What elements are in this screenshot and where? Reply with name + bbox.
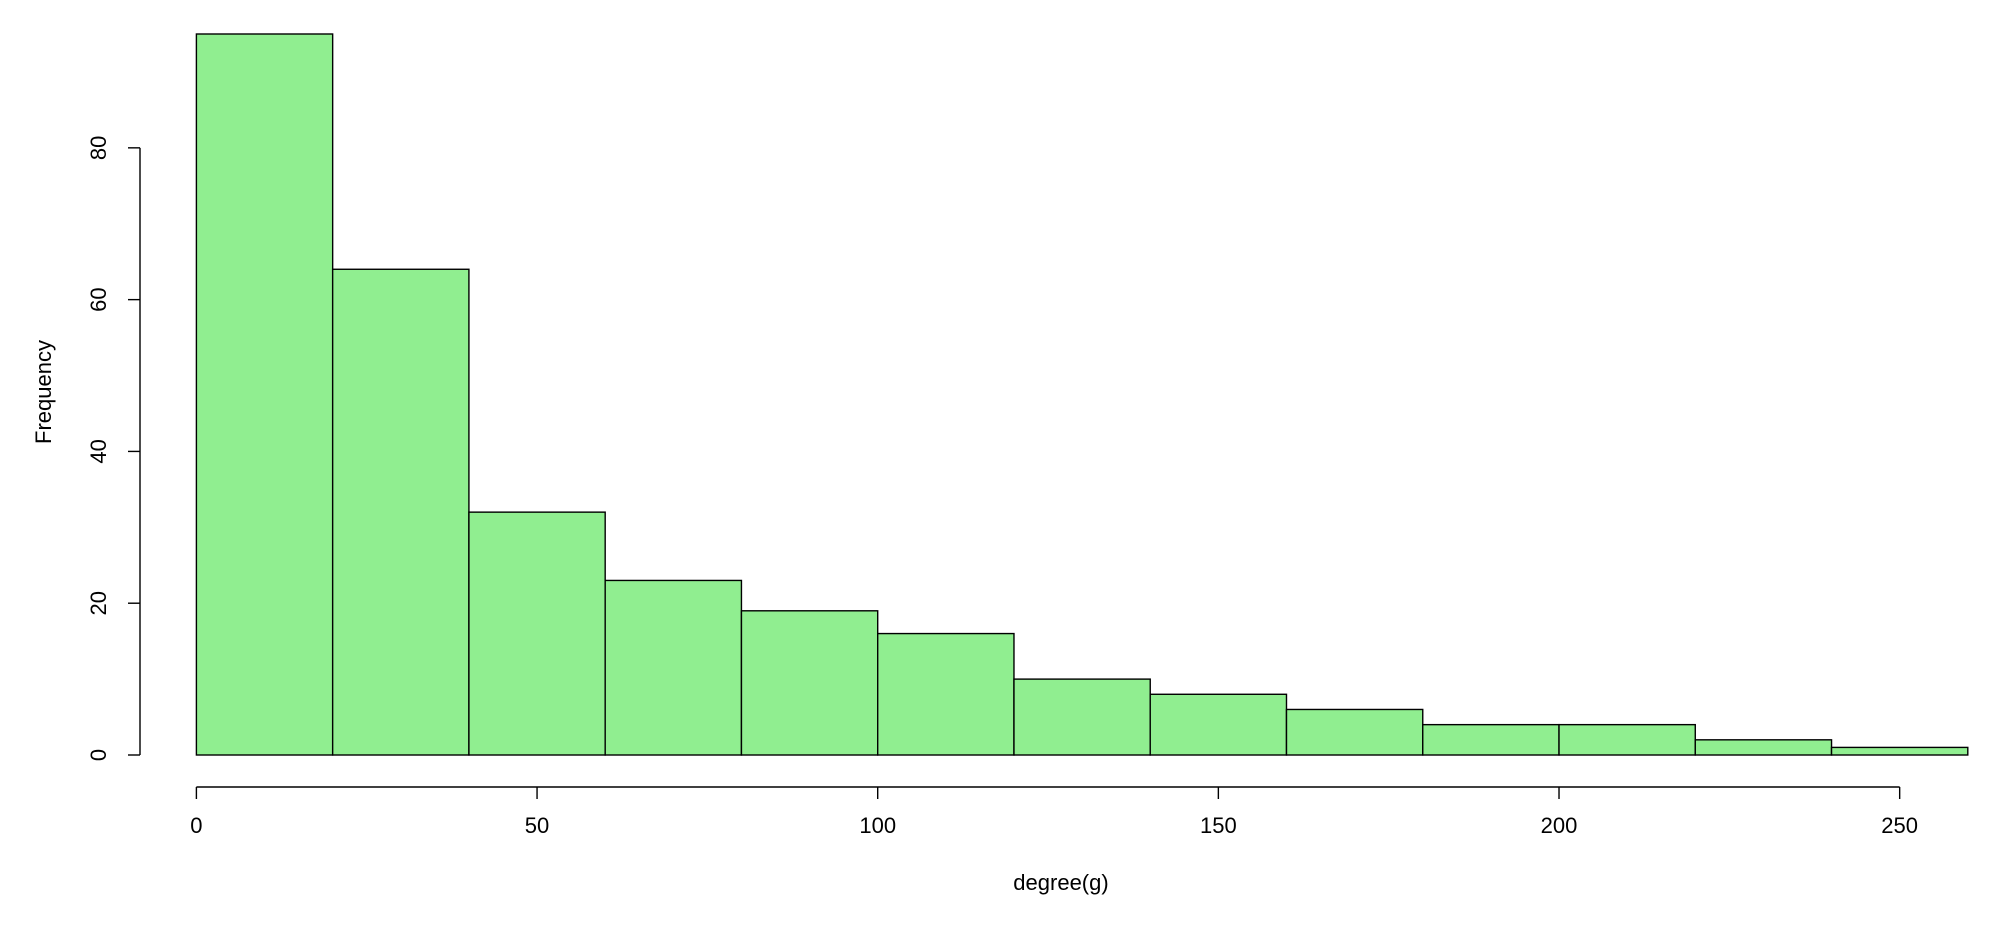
x-tick-label: 0	[190, 813, 202, 838]
y-tick-label: 60	[86, 287, 111, 311]
bar	[195, 33, 334, 756]
bar	[1558, 723, 1696, 756]
x-tick-label: 250	[1881, 813, 1918, 838]
y-tick-label: 20	[86, 591, 111, 615]
x-tick-label: 150	[1200, 813, 1237, 838]
bar	[468, 511, 606, 756]
bar	[1694, 739, 1833, 756]
bar	[877, 632, 1015, 756]
y-tick-label: 0	[86, 749, 111, 761]
x-tick-label: 100	[859, 813, 896, 838]
x-tick-label: 200	[1541, 813, 1578, 838]
bar	[331, 268, 470, 756]
x-axis-label: degree(g)	[1013, 870, 1108, 895]
bar	[1013, 678, 1151, 756]
y-tick-label: 40	[86, 439, 111, 463]
bar	[1149, 693, 1288, 756]
y-axis-label: Frequency	[31, 340, 56, 444]
y-tick-label: 80	[86, 136, 111, 160]
bar	[604, 579, 743, 756]
x-tick-label: 50	[525, 813, 549, 838]
bar	[1422, 723, 1560, 756]
bar	[1285, 708, 1424, 756]
bar	[1830, 746, 1969, 756]
bar	[740, 610, 879, 756]
